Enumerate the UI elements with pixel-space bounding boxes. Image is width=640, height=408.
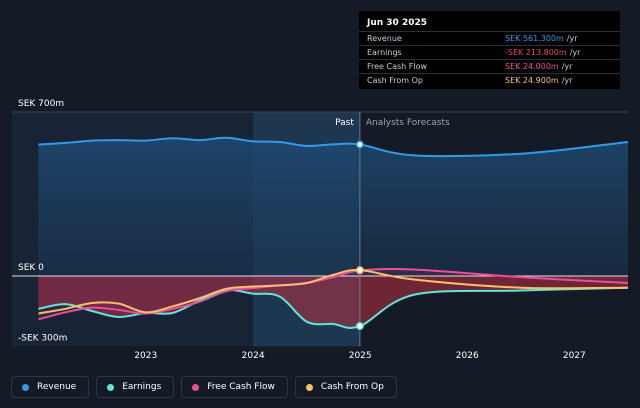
tooltip-row-earnings: Earnings -SEK 213.800m/yr — [359, 45, 620, 60]
x-tick-2024: 2024 — [242, 351, 265, 361]
legend-cash-from-op[interactable]: Cash From Op — [294, 376, 397, 398]
tooltip-label: Free Cash Flow — [367, 62, 428, 71]
earnings-marker — [355, 322, 364, 331]
x-tick-2023: 2023 — [134, 351, 157, 361]
y-tick-neg300: -SEK 300m — [18, 333, 67, 343]
x-tick-2027: 2027 — [563, 351, 586, 361]
legend-label: Revenue — [37, 382, 77, 392]
x-tick-2026: 2026 — [456, 351, 479, 361]
earnings-area — [38, 276, 628, 328]
tooltip-value: SEK 24.000m/yr — [505, 62, 573, 71]
legend-earnings[interactable]: Earnings — [96, 376, 175, 398]
cash-from-op-marker — [355, 266, 364, 275]
tooltip-value: SEK 561.300m/yr — [505, 34, 578, 43]
legend-label: Cash From Op — [320, 382, 384, 392]
revenue-marker — [355, 140, 364, 149]
tooltip-value: SEK 24.900m/yr — [505, 76, 573, 85]
legend-label: Free Cash Flow — [207, 382, 275, 392]
earnings-dot-icon — [107, 383, 115, 391]
tooltip-date: Jun 30 2025 — [367, 18, 428, 28]
cash-from-op-dot-icon — [305, 383, 313, 391]
legend: Revenue Earnings Free Cash Flow Cash Fro… — [11, 376, 397, 400]
y-tick-0: SEK 0 — [18, 263, 44, 273]
x-tick-2025: 2025 — [349, 351, 372, 361]
legend-label: Earnings — [122, 382, 162, 392]
tooltip-row-cfo: Cash From Op SEK 24.900m/yr — [359, 73, 620, 88]
past-label: Past — [335, 118, 354, 128]
free-cash-flow-area — [38, 268, 628, 320]
earnings-line — [38, 286, 629, 329]
tooltip-label: Cash From Op — [367, 76, 424, 85]
tooltip-label: Revenue — [367, 34, 402, 43]
forecast-label: Analysts Forecasts — [366, 118, 450, 128]
revenue-dot-icon — [22, 383, 29, 391]
tooltip-row-revenue: Revenue SEK 561.300m/yr — [359, 31, 620, 46]
tooltip-row-fcf: Free Cash Flow SEK 24.000m/yr — [359, 59, 620, 74]
tooltip-value: -SEK 213.800m/yr — [505, 48, 581, 57]
legend-revenue[interactable]: Revenue — [11, 376, 90, 398]
cash-from-op-line — [38, 269, 629, 315]
free-cash-flow-dot-icon — [192, 383, 200, 391]
revenue-line — [38, 136, 629, 158]
y-tick-700: SEK 700m — [18, 99, 64, 109]
free-cash-flow-line — [38, 267, 629, 321]
tooltip-label: Earnings — [367, 48, 402, 57]
revenue-area — [38, 137, 628, 276]
legend-free-cash-flow[interactable]: Free Cash Flow — [181, 376, 288, 398]
tooltip: Jun 30 2025 Revenue SEK 561.300m/yr Earn… — [359, 11, 620, 89]
